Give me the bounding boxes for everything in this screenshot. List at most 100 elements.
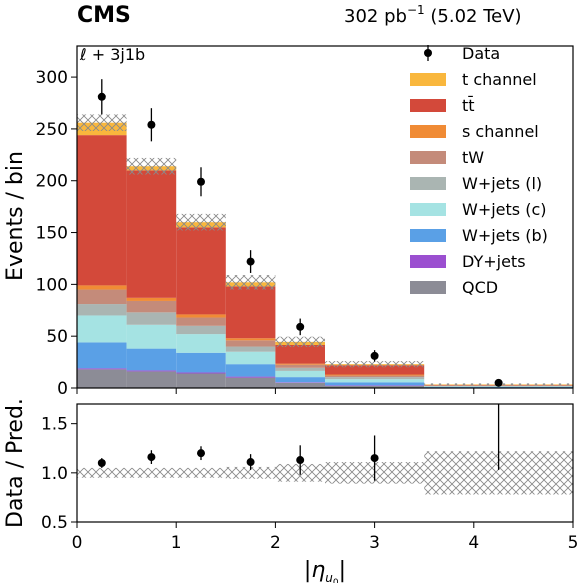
y-tick-label: 300	[36, 68, 68, 88]
bar-dy-jets-3	[225, 376, 276, 378]
category-label: ℓ + 3j1b	[79, 45, 145, 64]
legend-swatch	[410, 99, 446, 112]
legend-label: s channel	[462, 122, 539, 141]
main-plot-frame	[76, 45, 574, 389]
ratio-y-tick-label: 1.5	[41, 415, 68, 435]
x-tick-label: 0	[72, 533, 83, 553]
data-point	[147, 120, 156, 129]
data-point	[97, 92, 106, 101]
ratio-point	[197, 449, 205, 458]
bar-tt--2	[176, 227, 226, 315]
bar-w-jets-c--4	[275, 370, 325, 378]
stacked-histogram	[77, 114, 573, 388]
uncertainty-band-0	[77, 114, 127, 131]
bar-qcd-0	[77, 369, 127, 388]
legend-swatch	[410, 281, 446, 294]
bar-dy-jets-1	[126, 370, 177, 372]
ratio-point	[370, 454, 379, 463]
bar-qcd-1	[126, 371, 177, 388]
ratio-points	[97, 404, 500, 481]
data-point	[494, 378, 503, 387]
uncertainty-band-5	[325, 361, 425, 368]
bar-qcd-2	[176, 373, 226, 388]
bar-qcd-4	[275, 382, 325, 388]
bar-tt--5	[325, 365, 425, 375]
lumi-label: 302 pb−1 (5.02 TeV)	[344, 3, 522, 27]
bar-w-jets-l--5	[325, 377, 425, 380]
ratio-band-1	[126, 467, 177, 478]
ratio-band-2	[176, 467, 226, 478]
bar-s-channel-3	[225, 338, 276, 341]
bar-w-jets-l--1	[126, 312, 177, 325]
bar-w-jets-b--6	[424, 386, 573, 388]
legend-label: DY+jets	[462, 252, 526, 271]
legend-data-marker	[424, 49, 432, 57]
bar-tw-4	[275, 364, 325, 368]
ratio-y-tick-label: 0.5	[41, 513, 68, 533]
bar-s-channel-4	[275, 363, 325, 365]
ratio-point	[296, 456, 305, 465]
bar-dy-jets-2	[176, 372, 226, 374]
y-tick-label: 200	[36, 172, 68, 192]
bar-tw-1	[126, 300, 177, 313]
ratio-point	[246, 458, 255, 467]
bar-tw-0	[77, 289, 127, 305]
bar-w-jets-b--0	[77, 342, 127, 369]
ratio-y-axis-label: Data / Pred.	[3, 398, 28, 528]
bar-dy-jets-4	[275, 382, 325, 383]
data-point	[197, 177, 205, 186]
ratio-plot-frame	[76, 403, 574, 523]
data-points	[97, 79, 503, 387]
data-point	[246, 257, 255, 266]
bar-qcd-3	[225, 377, 276, 388]
legend-label: Data	[462, 44, 500, 63]
x-tick-label: 5	[568, 533, 579, 553]
ratio-band-0	[77, 467, 127, 478]
main-plot: 0 50 100 150 200 250 300 ℓ + 3j1b Data t channe…	[36, 44, 574, 399]
legend-label: t channel	[462, 70, 537, 89]
legend-label: W+jets (b)	[462, 226, 548, 245]
bar-w-jets-c--0	[77, 315, 127, 343]
bar-w-jets-b--3	[225, 364, 276, 377]
bar-tt--0	[77, 135, 127, 286]
bar-w-jets-l--3	[225, 346, 276, 352]
bar-w-jets-l--4	[275, 367, 325, 371]
bar-w-jets-l--0	[77, 304, 127, 316]
x-axis-ticks: 0 1 2 3 4 5	[72, 522, 579, 553]
legend-swatch	[410, 177, 446, 190]
bar-w-jets-b--5	[325, 382, 425, 386]
ratio-point	[97, 459, 106, 467]
bar-tw-3	[225, 340, 276, 347]
bar-dy-jets-0	[77, 368, 127, 370]
bar-tw-5	[325, 375, 425, 378]
y-tick-label: 100	[36, 275, 68, 295]
uncertainty-band-4	[275, 336, 325, 348]
bar-s-channel-0	[77, 285, 127, 290]
ratio-band-3	[225, 466, 276, 479]
uncertainty-band-1	[126, 157, 177, 175]
data-point	[296, 322, 305, 331]
bar-qcd-5	[325, 385, 425, 388]
y-tick-label: 50	[46, 327, 68, 347]
bar-w-jets-c--5	[325, 379, 425, 383]
x-axis-label: |ηu0|	[304, 558, 346, 583]
legend-label: QCD	[462, 278, 498, 297]
bar-s-channel-1	[126, 297, 177, 301]
bar-tt--4	[275, 344, 325, 364]
legend-label: tW	[462, 148, 484, 167]
legend-label: tt̄	[462, 96, 475, 115]
x-tick-label: 4	[468, 533, 479, 553]
bar-tw-2	[176, 317, 226, 326]
legend-label: W+jets (c)	[462, 200, 547, 219]
x-tick-label: 3	[369, 533, 380, 553]
y-tick-label: 250	[36, 120, 68, 140]
bar-w-jets-l--2	[176, 325, 226, 335]
ratio-y-axis-ticks: 0.5 1.0 1.5	[41, 415, 77, 533]
legend-swatch	[410, 203, 446, 216]
data-point	[370, 351, 379, 360]
bar-dy-jets-5	[325, 385, 425, 386]
bar-w-jets-c--2	[176, 334, 226, 353]
uncertainty-band-3	[225, 275, 276, 290]
uncertainty-band-2	[176, 213, 226, 231]
